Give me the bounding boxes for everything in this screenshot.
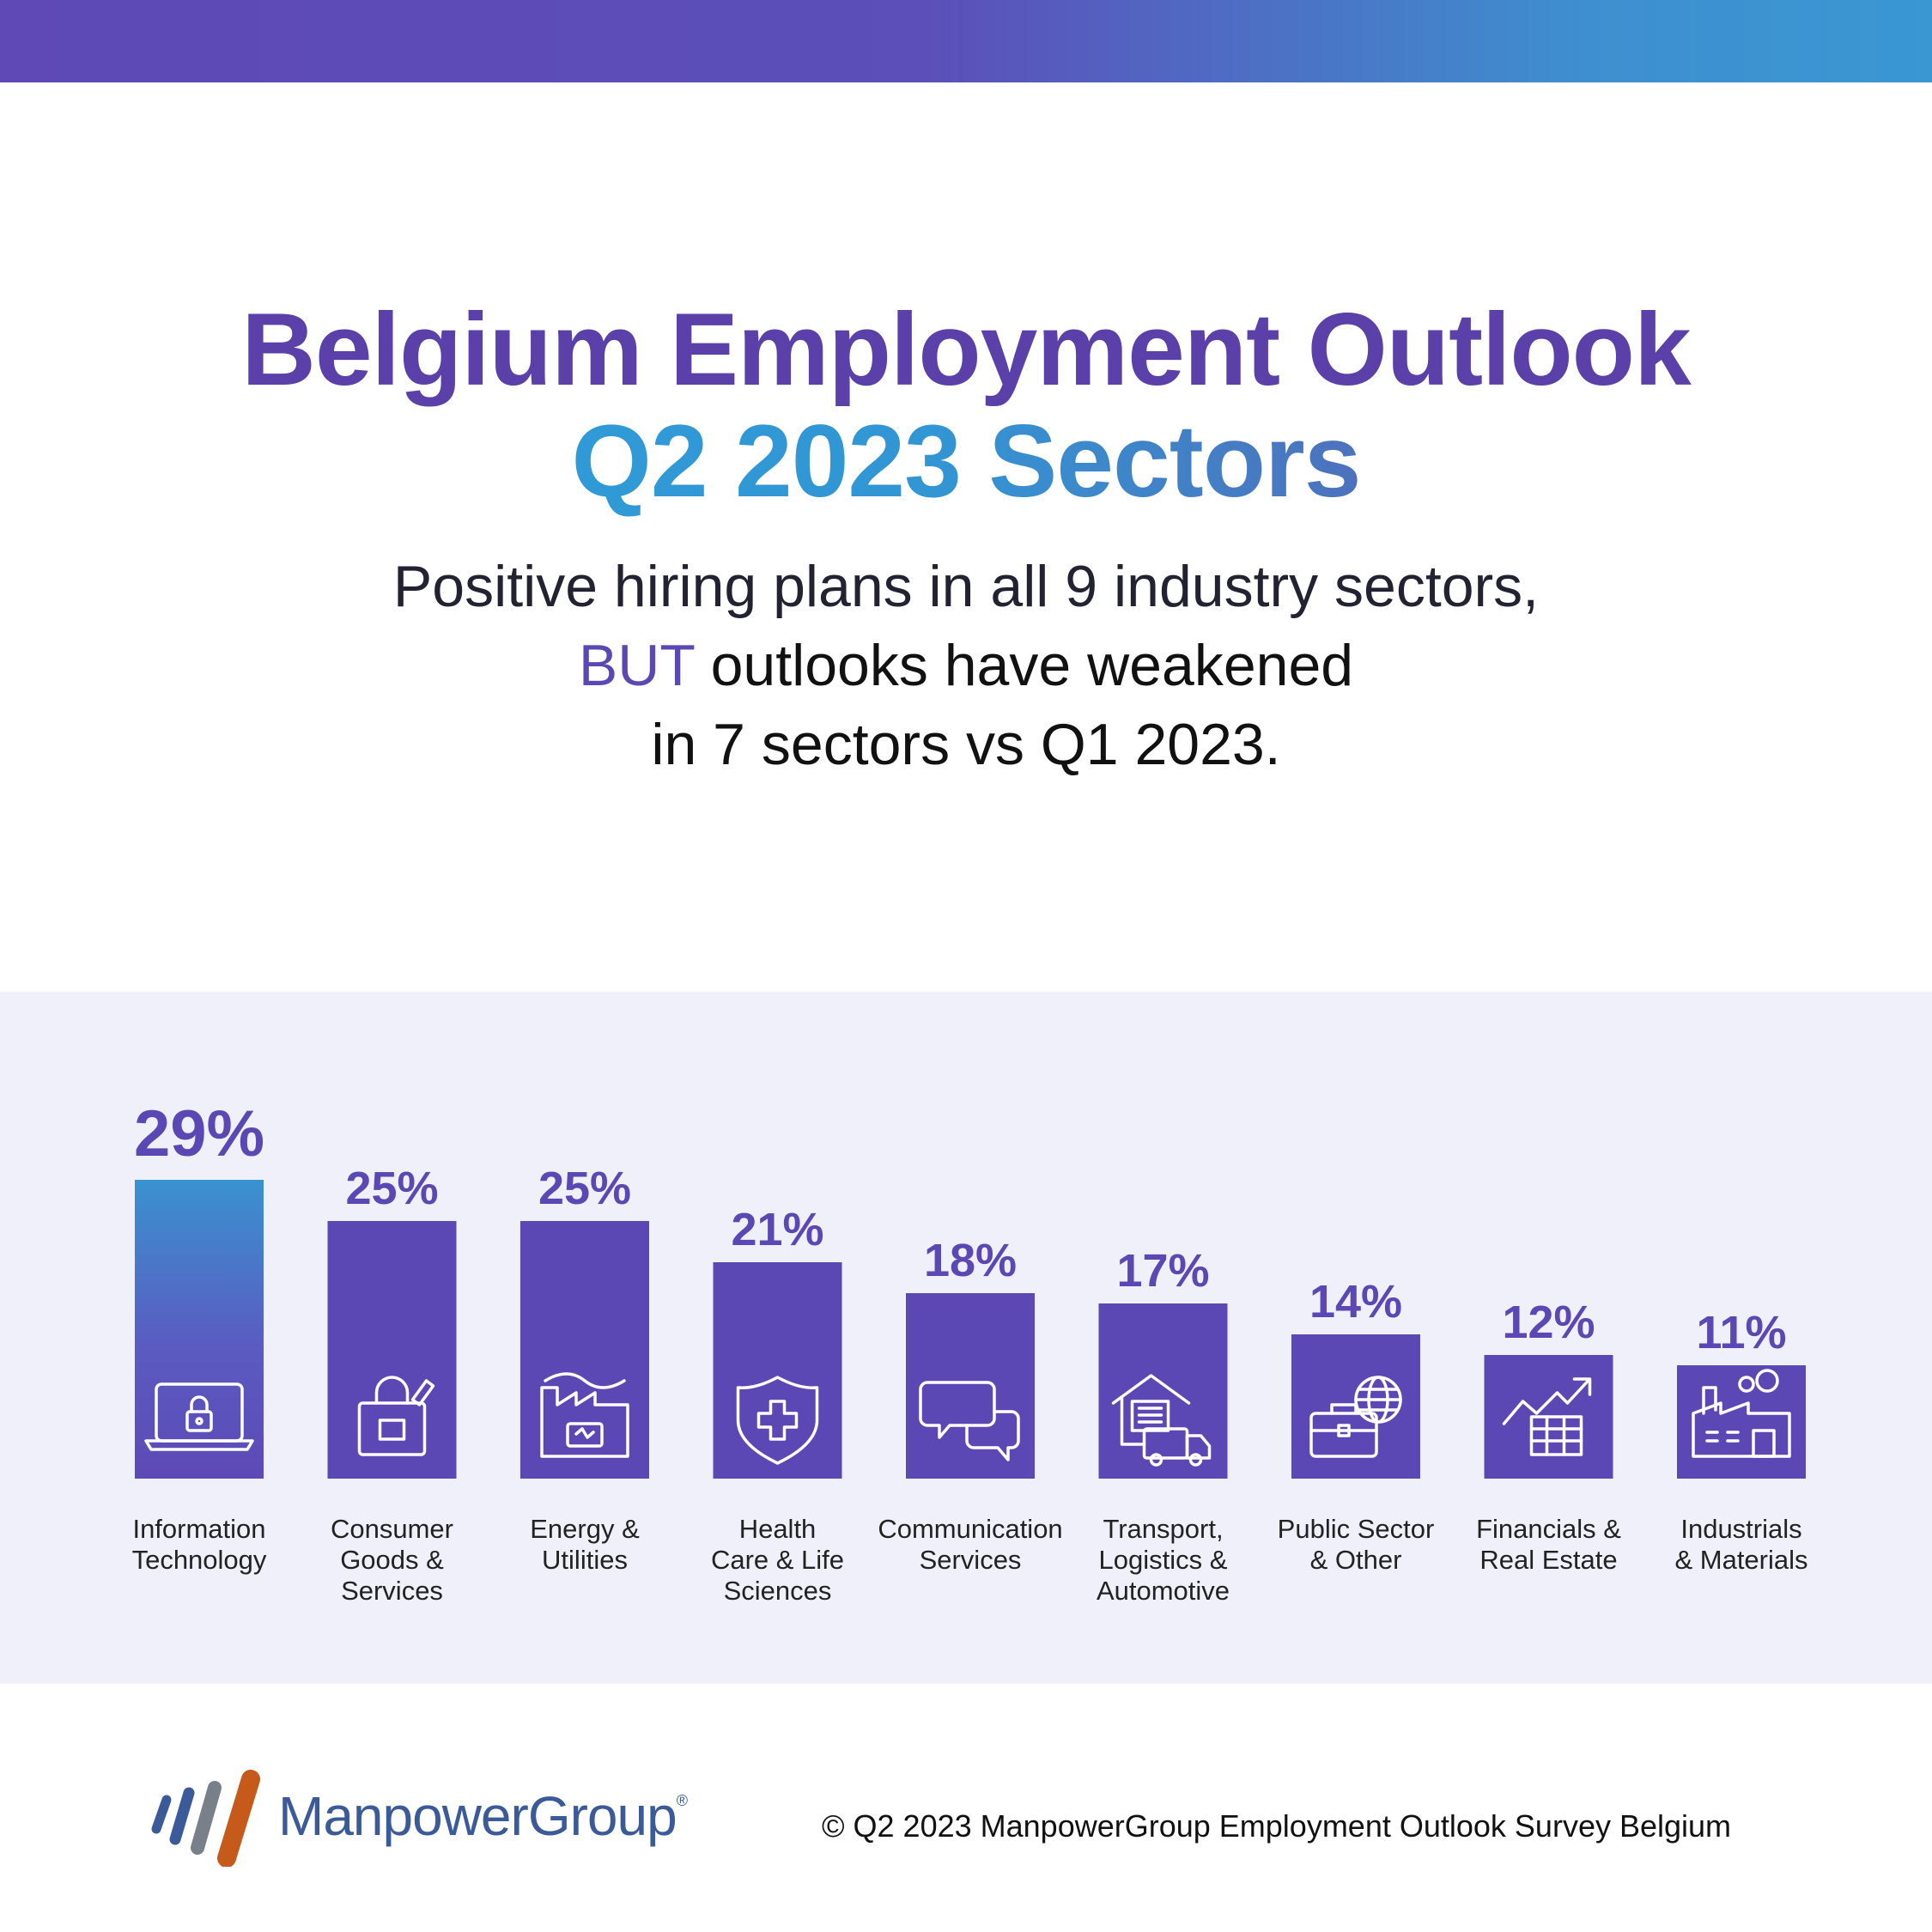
factory-energy-icon (540, 1372, 629, 1458)
category-label-6-line-3: Automotive (1097, 1576, 1230, 1606)
value-label-6: 17% (1116, 1245, 1209, 1297)
category-label-5-line-1: Communication (878, 1514, 1062, 1544)
category-label-6-line-1: Transport, (1103, 1514, 1223, 1544)
registered-mark: ® (676, 1792, 688, 1809)
summary-line-2: BUT outlooks have weakened (0, 626, 1932, 705)
category-label-2-line-1: Consumer (331, 1514, 453, 1544)
value-label-5: 18% (924, 1235, 1017, 1286)
briefcase-globe-icon (1309, 1376, 1402, 1458)
category-label-3-line-2: Utilities (542, 1545, 628, 1575)
value-label-4: 21% (731, 1204, 823, 1255)
bar-5 (906, 1293, 1035, 1479)
page-subtitle: Q2 2023 Sectors (571, 404, 1362, 519)
bar-6 (1098, 1303, 1228, 1479)
page-title: Belgium Employment Outlook (241, 292, 1691, 407)
category-label-1-line-1: Information (132, 1514, 265, 1544)
category-label-5-line-2: Services (920, 1545, 1022, 1575)
category-label-9-line-2: & Materials (1674, 1545, 1807, 1575)
value-label-2: 25% (345, 1163, 438, 1214)
summary-line-2-rest: outlooks have weakened (694, 633, 1354, 698)
copyright-note: © Q2 2023 ManpowerGroup Employment Outlo… (822, 1808, 1732, 1844)
warehouse-truck-icon (1111, 1374, 1212, 1467)
summary-accent-word: BUT (578, 633, 695, 698)
category-label-4-line-1: Health (739, 1514, 817, 1544)
summary-line-3: in 7 sectors vs Q1 2023. (651, 712, 1281, 777)
summary-line-1: Positive hiring plans in all 9 industry … (392, 554, 1540, 619)
bar-3 (520, 1221, 649, 1479)
value-label-8: 12% (1502, 1297, 1595, 1348)
category-label-6-line-2: Logistics & (1099, 1545, 1228, 1575)
industrial-plant-icon (1692, 1369, 1791, 1458)
value-label-3: 25% (538, 1163, 631, 1214)
category-label-7-line-1: Public Sector (1278, 1514, 1435, 1544)
category-label-2-line-2: Goods & (340, 1545, 444, 1575)
category-label-9-line-1: Industrials (1680, 1514, 1801, 1544)
category-label-4-line-3: Sciences (724, 1576, 832, 1606)
value-label-7: 14% (1309, 1276, 1402, 1327)
bar-9 (1677, 1365, 1806, 1479)
value-label-9: 11% (1696, 1307, 1786, 1358)
bar-2 (327, 1221, 457, 1479)
category-label-4-line-2: Care & Life (711, 1545, 844, 1575)
page-subtitle-wrap: Q2 2023 Sectors (0, 402, 1932, 520)
laptop-lock-icon (144, 1382, 254, 1451)
category-label-3-line-1: Energy & (530, 1514, 640, 1544)
category-label-1-line-2: Technology (132, 1545, 267, 1575)
manpowergroup-logo-icon (151, 1770, 260, 1867)
value-label-1: 29% (134, 1097, 264, 1170)
brand-wordmark: ManpowerGroup® (278, 1784, 688, 1848)
category-label-8-line-1: Financials & (1476, 1514, 1621, 1544)
bar-4 (713, 1262, 842, 1479)
category-label-2-line-3: Services (341, 1576, 443, 1606)
category-label-7-line-2: & Other (1310, 1545, 1402, 1575)
category-label-8-line-2: Real Estate (1479, 1545, 1617, 1575)
brand-name-text: ManpowerGroup (278, 1785, 677, 1847)
medical-shield-icon (736, 1376, 819, 1465)
top-gradient-band (0, 0, 1932, 82)
chart-panel: 29% Information Technology 25% Consumer Goods… (0, 992, 1932, 1684)
shopping-bag-icon (357, 1376, 435, 1456)
bar-1 (135, 1180, 264, 1479)
chat-bubbles-icon (919, 1381, 1020, 1461)
growth-chart-icon (1502, 1377, 1592, 1456)
